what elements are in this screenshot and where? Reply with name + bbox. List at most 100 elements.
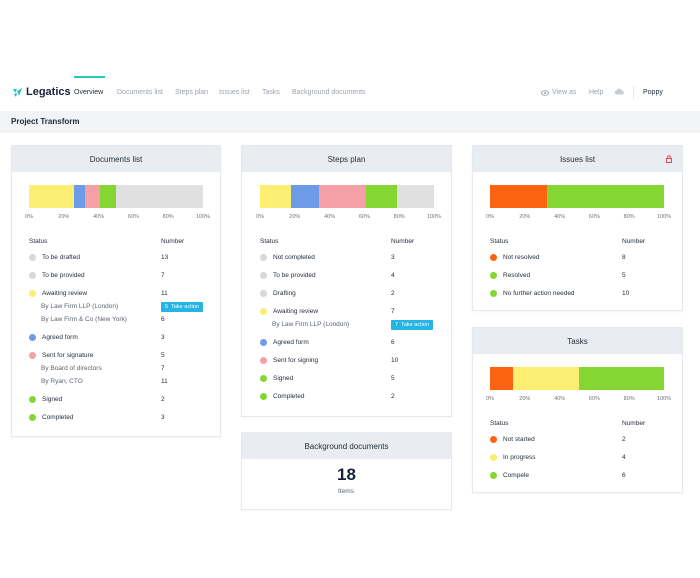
status-label: Completed <box>273 393 305 400</box>
bar-segment <box>397 185 434 208</box>
status-count: 3 <box>161 334 165 341</box>
bar-segment <box>366 185 398 208</box>
active-tab-indicator <box>74 76 105 78</box>
status-dot <box>490 436 497 443</box>
project-title-bar: Project Transform <box>0 111 700 133</box>
steps-plan-header[interactable]: Steps plan <box>242 146 451 172</box>
tasks-header[interactable]: Tasks <box>473 328 682 354</box>
app-logo[interactable]: Legatics <box>12 86 71 98</box>
status-row[interactable]: Not resolved <box>490 254 540 261</box>
axis-tick-label: 0% <box>256 214 264 220</box>
help-link[interactable]: Help <box>589 89 604 96</box>
axis-tick-label: 40% <box>324 214 336 220</box>
status-row[interactable]: Completed <box>29 414 73 421</box>
status-count: 10 <box>391 357 399 364</box>
axis-tick-label: 60% <box>127 214 139 220</box>
status-sub-row[interactable]: By Ryan, CTO <box>41 378 83 385</box>
status-label: No further action needed <box>503 290 575 297</box>
status-row[interactable]: Sent for signing <box>260 357 318 364</box>
status-label: Signed <box>42 396 63 403</box>
tasks-status-header: Status <box>490 420 509 427</box>
status-row[interactable]: Completed <box>260 393 304 400</box>
eye-icon <box>541 89 549 96</box>
bar-segment <box>29 185 75 208</box>
steps-axis: 0% 20% 40% 60% 80% 100% <box>256 214 441 222</box>
background-documents-count: 18 <box>337 465 356 484</box>
take-action-badge[interactable]: 5 Take action <box>161 302 203 312</box>
lock-icon <box>666 155 672 163</box>
view-as-button[interactable]: View as <box>541 89 576 96</box>
status-row[interactable]: Awaiting review <box>260 308 318 315</box>
badge-text: Take action <box>401 322 429 328</box>
status-count: 2 <box>391 393 395 400</box>
status-dot <box>29 290 36 297</box>
status-row[interactable]: To be provided <box>29 272 85 279</box>
badge-text: Take action <box>171 304 199 310</box>
tasks-progress-bar <box>490 367 664 390</box>
bar-segment <box>547 185 664 208</box>
legatics-logo-icon <box>13 87 22 97</box>
status-count: 2 <box>161 396 165 403</box>
status-row[interactable]: To be provided <box>260 272 316 279</box>
axis-tick-label: 0% <box>486 396 494 402</box>
tab-documents-list[interactable]: Documents list <box>117 89 163 96</box>
status-row[interactable]: Agreed form <box>29 334 78 341</box>
status-count: 6 <box>391 339 395 346</box>
status-label: In progress <box>503 454 536 461</box>
axis-tick-label: 20% <box>58 214 70 220</box>
status-row[interactable]: Compele <box>490 472 529 479</box>
tab-steps-plan[interactable]: Steps plan <box>175 89 209 96</box>
top-nav: Legatics Overview Documents list Steps p… <box>0 76 700 110</box>
bar-segment <box>84 185 101 208</box>
status-dot <box>29 396 36 403</box>
background-documents-header[interactable]: Background documents <box>242 433 451 459</box>
status-row[interactable]: Signed <box>260 375 293 382</box>
steps-number-header: Number <box>391 238 415 245</box>
status-row[interactable]: In progress <box>490 454 536 461</box>
user-menu[interactable]: Poppy <box>643 89 663 96</box>
status-sub-row[interactable]: By Law Firm LLP (London) <box>272 321 349 328</box>
tasks-card: Tasks <box>472 327 683 493</box>
background-documents-card[interactable]: Background documents <box>241 432 452 510</box>
axis-tick-label: 40% <box>554 396 566 402</box>
documents-number-header: Number <box>161 238 185 245</box>
status-row[interactable]: Not started <box>490 436 535 443</box>
status-row[interactable]: Agreed form <box>260 339 309 346</box>
badge-count: 7 <box>395 322 399 328</box>
documents-list-header[interactable]: Documents list <box>12 146 220 172</box>
project-title: Project Transform <box>11 117 80 126</box>
status-row[interactable]: No further action needed <box>490 290 575 297</box>
status-row[interactable]: Drafting <box>260 290 296 297</box>
status-row[interactable]: Signed <box>29 396 62 403</box>
status-row[interactable]: Awaiting review <box>29 290 87 297</box>
status-sub-row[interactable]: By Law Firm LLP (London) <box>41 303 118 310</box>
status-label: Not started <box>503 436 535 443</box>
axis-tick-label: 40% <box>554 214 566 220</box>
status-dot <box>260 393 267 400</box>
issues-number-header: Number <box>622 238 646 245</box>
status-sub-row[interactable]: By Board of directors <box>41 365 102 372</box>
tab-background-documents[interactable]: Background documents <box>292 89 366 96</box>
tasks-title: Tasks <box>567 336 588 346</box>
status-count: 7 <box>161 272 165 279</box>
axis-tick-label: 60% <box>358 214 370 220</box>
status-count: 2 <box>622 436 626 443</box>
tab-tasks[interactable]: Tasks <box>262 89 280 96</box>
issues-list-header[interactable]: Issues list <box>473 146 682 172</box>
status-row[interactable]: To be drafted <box>29 254 80 261</box>
cloud-icon[interactable] <box>614 88 624 97</box>
bar-segment <box>319 185 367 208</box>
take-action-badge[interactable]: 7 Take action <box>391 320 433 330</box>
status-sub-row[interactable]: By Law Firm & Co (New York) <box>41 316 127 323</box>
bar-segment <box>74 185 85 208</box>
status-row[interactable]: Resolved <box>490 272 530 279</box>
status-label: By Law Firm & Co (New York) <box>41 316 127 323</box>
status-label: Sent for signature <box>42 352 94 359</box>
status-row[interactable]: Sent for signature <box>29 352 93 359</box>
axis-tick-label: 100% <box>195 214 211 220</box>
status-row[interactable]: Not completed <box>260 254 315 261</box>
status-label: To be provided <box>273 272 316 279</box>
tab-issues-list[interactable]: Issues list <box>219 89 250 96</box>
tab-overview[interactable]: Overview <box>74 89 104 96</box>
axis-tick-label: 100% <box>656 214 672 220</box>
